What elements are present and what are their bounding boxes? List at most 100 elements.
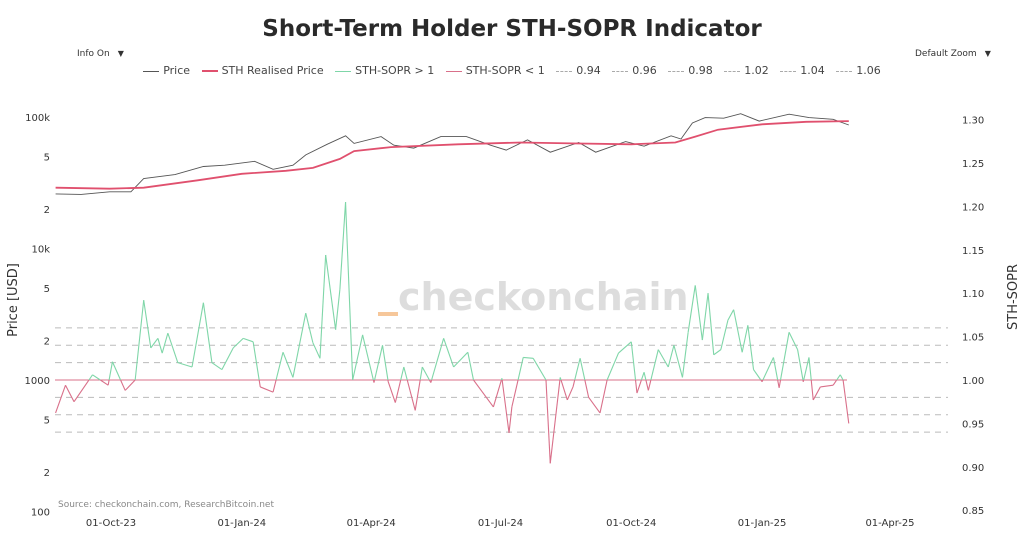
- sopr-below-segment: [584, 379, 590, 398]
- sopr-above-segment: [640, 372, 645, 381]
- x-tick-label: 01-Jul-24: [478, 518, 523, 529]
- sopr-below-segment: [572, 379, 576, 388]
- x-tick-label: 01-Apr-24: [347, 518, 396, 529]
- legend-swatch: [836, 70, 853, 72]
- legend-item-level-106[interactable]: 1.06: [836, 64, 881, 77]
- sopr-above-segment: [701, 293, 709, 341]
- legend-label: STH-SOPR > 1: [355, 64, 435, 77]
- y-left-axis-title: Price [USD]: [6, 263, 21, 337]
- legend-item-price[interactable]: Price: [143, 64, 190, 77]
- sopr-above-segment: [143, 300, 152, 348]
- info-button-label: Info On: [77, 49, 110, 59]
- y-right-tick-label: 1.10: [962, 289, 984, 300]
- sopr-below-segment: [634, 379, 638, 394]
- legend-swatch: [201, 70, 218, 72]
- legend-item-level-094[interactable]: 0.94: [556, 64, 601, 77]
- triangle-down-icon: ▼: [984, 49, 991, 58]
- sopr-above-segment: [657, 349, 669, 368]
- sopr-above-segment: [574, 358, 581, 381]
- legend-item-level-098[interactable]: 0.98: [668, 64, 713, 77]
- sopr-above-segment: [681, 332, 689, 378]
- sopr-below-segment: [566, 386, 574, 401]
- y-left-tick-label: 5: [44, 284, 50, 295]
- sopr-above-segment: [618, 341, 632, 354]
- sopr-above-segment: [650, 349, 659, 381]
- sopr-above-segment: [453, 351, 469, 368]
- legend-item-sopr-below[interactable]: STH-SOPR < 1: [445, 64, 545, 77]
- y-right-axis-title: STH-SOPR: [1006, 264, 1021, 330]
- sopr-below-segment: [387, 381, 396, 403]
- sopr-above-segment: [707, 293, 715, 355]
- y-right-tick-label: 1.00: [962, 376, 984, 387]
- sopr-below-segment: [55, 385, 67, 414]
- sopr-above-segment: [762, 357, 774, 381]
- legend-label: 1.06: [856, 64, 881, 77]
- sopr-below-segment: [511, 379, 519, 408]
- sopr-below-segment: [65, 384, 75, 402]
- sopr-above-segment: [517, 357, 524, 381]
- sopr-below-segment: [599, 379, 608, 414]
- legend-swatch: [143, 70, 160, 72]
- y-left-tick-label: 100: [31, 508, 50, 519]
- zoom-button-label: Default Zoom: [915, 49, 977, 59]
- sopr-above-segment: [243, 337, 254, 343]
- legend-swatch: [445, 70, 462, 72]
- sopr-above-segment: [467, 352, 475, 381]
- sopr-above-segment: [839, 374, 844, 381]
- legend-item-level-096[interactable]: 0.96: [612, 64, 657, 77]
- legend-swatch: [780, 70, 797, 72]
- info-toggle-button[interactable]: Info On ▼: [77, 49, 124, 59]
- sopr-below-segment: [414, 379, 421, 411]
- sopr-below-segment: [560, 379, 568, 401]
- legend: Price STH Realised Price STH-SOPR > 1 ST…: [0, 64, 1024, 77]
- sopr-above-segment: [630, 341, 637, 381]
- legend-item-realised[interactable]: STH Realised Price: [201, 64, 324, 77]
- sopr-above-segment: [741, 325, 749, 353]
- y-left-tick-label: 2: [44, 468, 50, 479]
- legend-label: STH Realised Price: [221, 64, 324, 77]
- sopr-above-segment: [92, 374, 101, 381]
- sopr-above-segment: [808, 357, 812, 381]
- sopr-above-segment: [325, 254, 337, 330]
- legend-swatch: [724, 70, 741, 72]
- sopr-below-segment: [761, 379, 764, 382]
- sopr-below-segment: [545, 379, 551, 464]
- sopr-above-segment: [345, 202, 354, 381]
- zoom-select-button[interactable]: Default Zoom ▼: [915, 49, 991, 59]
- sopr-below-segment: [832, 379, 838, 386]
- sopr-below-segment: [100, 379, 109, 386]
- sopr-above-segment: [319, 254, 327, 359]
- sopr-below-segment: [810, 379, 814, 401]
- triangle-down-icon: ▼: [117, 49, 124, 58]
- sopr-below-segment: [842, 379, 850, 424]
- sopr-above-segment: [167, 332, 179, 363]
- watermark-text: checkonchain: [398, 275, 689, 319]
- x-tick-label: 01-Oct-23: [86, 518, 136, 529]
- legend-item-sopr-above[interactable]: STH-SOPR > 1: [335, 64, 434, 77]
- sopr-above-segment: [788, 332, 799, 350]
- legend-item-level-102[interactable]: 1.02: [724, 64, 769, 77]
- sopr-below-segment: [501, 379, 510, 434]
- sopr-above-segment: [150, 338, 159, 349]
- sopr-below-segment: [645, 379, 649, 391]
- sopr-below-segment: [549, 379, 561, 464]
- sopr-below-segment: [258, 379, 261, 388]
- y-left-tick-label: 2: [44, 336, 50, 347]
- sopr-above-segment: [727, 309, 735, 321]
- sopr-above-segment: [292, 313, 307, 378]
- sopr-above-segment: [312, 342, 321, 359]
- sopr-above-segment: [362, 334, 374, 381]
- sopr-above-segment: [443, 338, 455, 368]
- sopr-below-segment: [647, 379, 652, 391]
- sopr-below-segment: [492, 379, 502, 408]
- y-right-tick-label: 1.05: [962, 333, 984, 344]
- legend-swatch: [335, 70, 352, 72]
- sopr-below-segment: [124, 379, 136, 391]
- sopr-above-segment: [161, 332, 169, 354]
- sopr-above-segment: [339, 202, 347, 290]
- legend-label: 1.04: [800, 64, 825, 77]
- legend-item-level-104[interactable]: 1.04: [780, 64, 825, 77]
- sopr-above-segment: [191, 302, 204, 368]
